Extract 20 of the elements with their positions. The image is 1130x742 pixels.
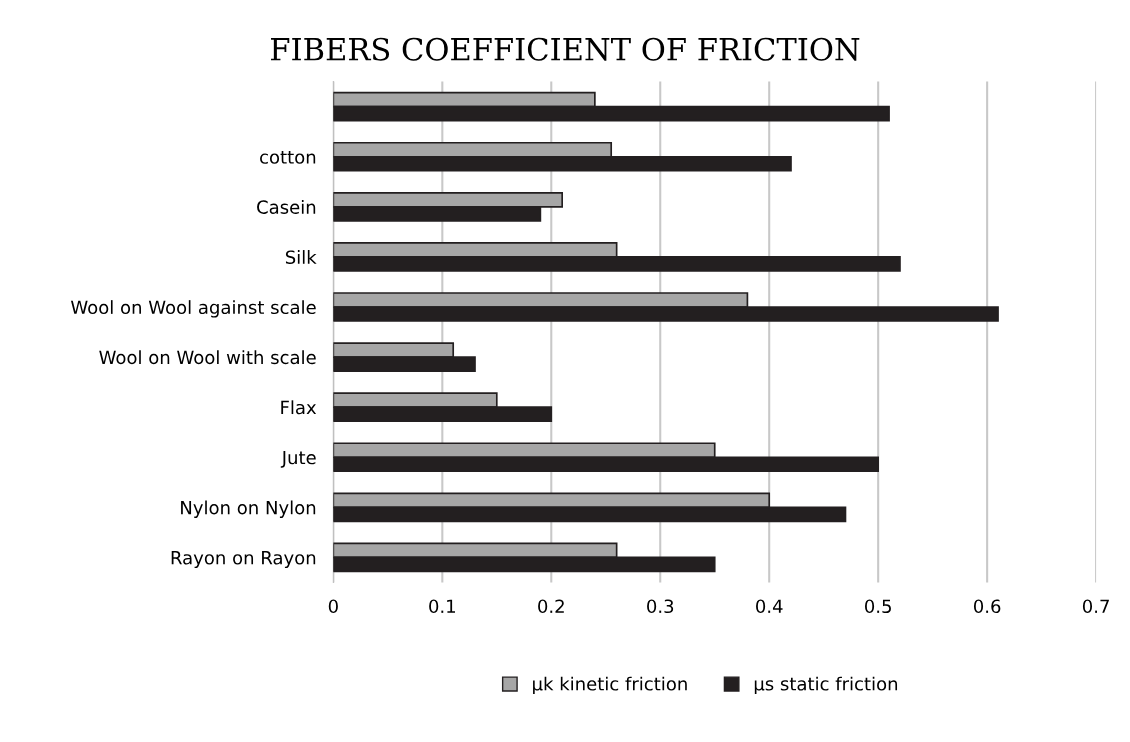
- y-tick-label: Nylon on Nylon: [181, 500, 316, 518]
- x-tick-label: 0.7: [1082, 599, 1109, 614]
- y-tick-label: Wool on Wool against scale: [70, 300, 316, 318]
- x-tick-label: 0.1: [429, 599, 455, 614]
- chart-title: FIBERS COEFFICIENT OF FRICTION: [271, 37, 860, 61]
- x-tick-label: 0.3: [647, 599, 674, 614]
- x-tick-label: 0.5: [865, 599, 891, 614]
- y-tick-label: Rayon on Rayon: [171, 551, 316, 569]
- x-tick-label: 0.2: [538, 599, 564, 614]
- legend-label: µk kinetic friction: [533, 676, 687, 695]
- y-tick-label: Wool on Wool with scale: [99, 350, 316, 365]
- y-tick-label: Casein: [257, 199, 316, 214]
- x-tick-label: 0.4: [756, 599, 783, 614]
- legend-label: µs static friction: [754, 676, 898, 695]
- y-tick-label: Flax: [281, 400, 317, 415]
- x-tick-label: 0.6: [973, 599, 1001, 614]
- y-tick-label: cotton: [260, 150, 316, 164]
- y-tick-label: Silk: [285, 250, 317, 265]
- y-tick-label: Jute: [280, 450, 316, 468]
- x-tick-label: 0: [328, 599, 338, 614]
